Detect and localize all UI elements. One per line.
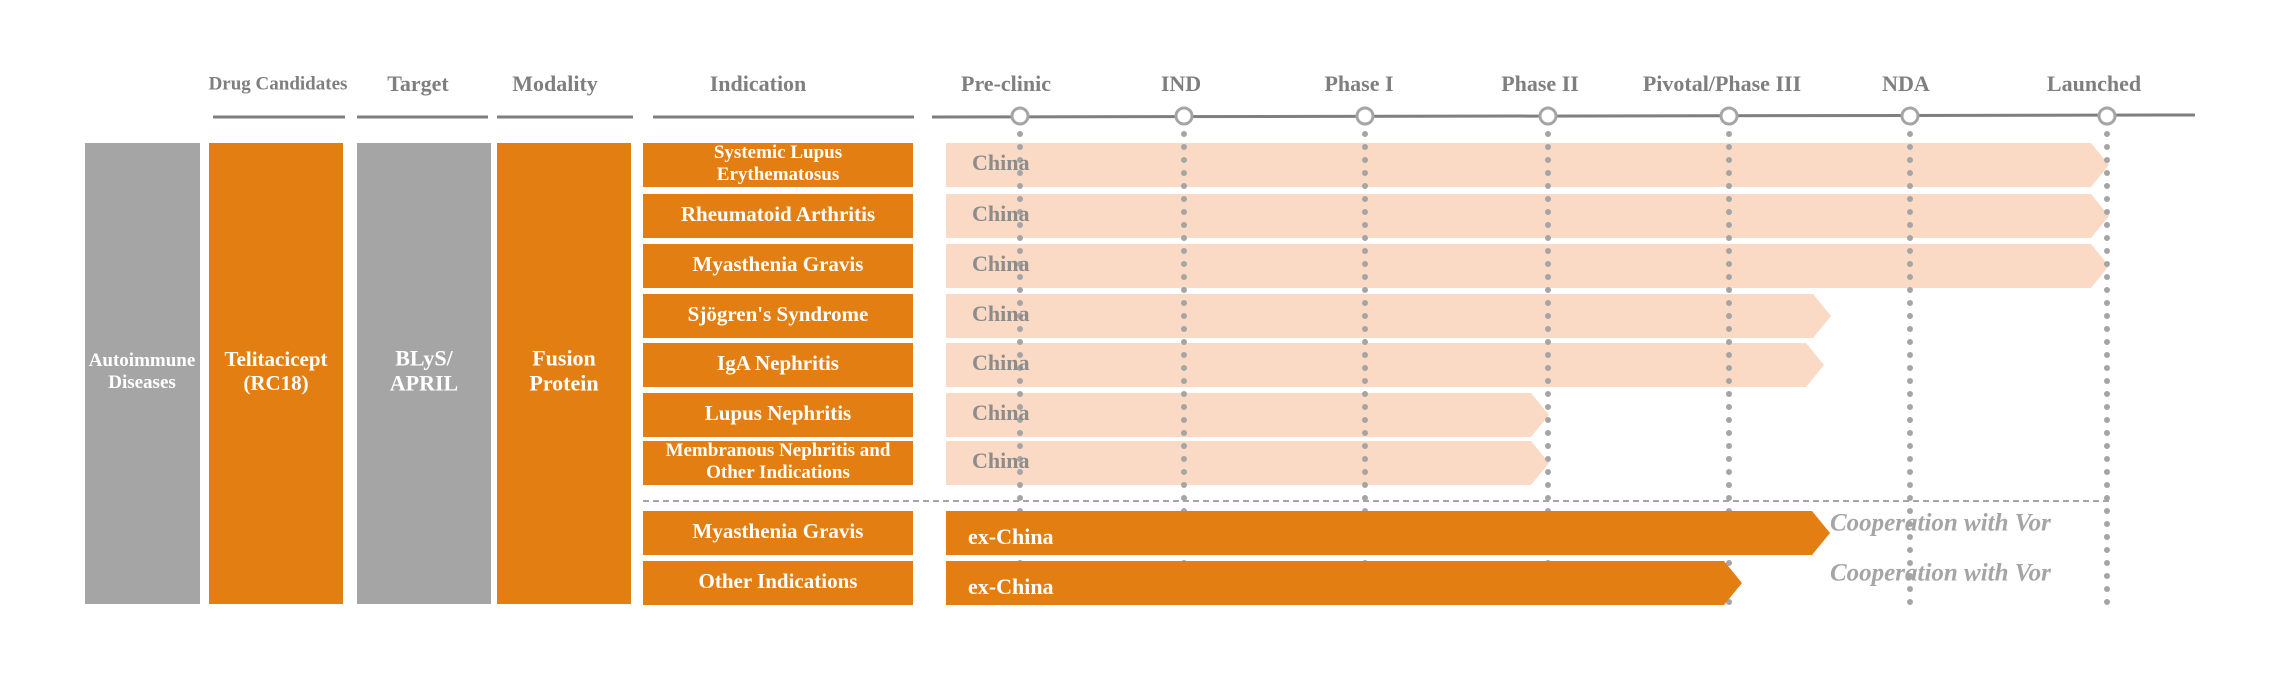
stage-label: Pre-clinic — [961, 71, 1051, 96]
region-label: China — [972, 448, 1029, 473]
underlines — [213, 113, 2196, 119]
region-label: ex-China — [968, 574, 1054, 599]
stage-node — [1900, 106, 1920, 126]
indication-box — [643, 143, 913, 187]
indication-label: Myasthenia Gravis — [693, 252, 864, 276]
progress-arrow — [946, 441, 1549, 485]
header: Indication — [710, 71, 807, 96]
stage-node — [1355, 106, 1375, 126]
stage-label: Phase I — [1324, 71, 1393, 96]
indication-box — [643, 511, 913, 555]
region-label: ex-China — [968, 524, 1054, 549]
header: Drug Candidates — [209, 73, 348, 94]
indication-box — [643, 194, 913, 238]
stage-label: Launched — [2047, 71, 2141, 96]
target-box — [357, 143, 491, 604]
stage-node — [1010, 106, 1030, 126]
indication-box — [643, 244, 913, 288]
stage-label: Phase II — [1501, 71, 1579, 96]
region-label: China — [972, 400, 1029, 425]
stage-node — [1174, 106, 1194, 126]
indication-label: Rheumatoid Arthritis — [681, 202, 875, 226]
progress-arrow — [946, 294, 1831, 338]
progress-arrow — [946, 393, 1549, 437]
stage-label: Pivotal/Phase III — [1643, 71, 1801, 96]
progress-arrow — [946, 561, 1742, 605]
area-label: Autoimmune Diseases — [89, 350, 196, 393]
header: Target — [387, 71, 449, 96]
indication-box — [643, 393, 913, 437]
region-label: China — [972, 251, 1029, 276]
area-box — [85, 143, 200, 604]
progress-arrow — [946, 194, 2109, 238]
drug-label: Telitacicept (RC18) — [224, 347, 327, 395]
stage-label: NDA — [1882, 71, 1930, 96]
region-label: China — [972, 301, 1029, 326]
header: Modality — [512, 71, 598, 96]
note: Cooperation with Vor — [1830, 510, 2051, 537]
stage-node — [2097, 106, 2117, 126]
modality-box — [497, 143, 631, 604]
progress-arrow — [946, 343, 1824, 387]
region-label: China — [972, 201, 1029, 226]
indication-box — [643, 294, 913, 338]
indication-label: Myasthenia Gravis — [693, 519, 864, 543]
modality-label: Fusion Protein — [529, 345, 598, 395]
indication-box — [643, 343, 913, 387]
indication-label: Other Indications — [699, 569, 858, 593]
drug-box — [209, 143, 343, 604]
region-label: China — [972, 150, 1029, 175]
stage-label: IND — [1161, 71, 1201, 96]
indication-label: IgA Nephritis — [717, 351, 839, 375]
note: Cooperation with Vor — [1830, 560, 2051, 587]
region-label: China — [972, 350, 1029, 375]
indication-label: Membranous Nephritis and Other Indication… — [666, 440, 891, 483]
target-label: BLyS/APRIL — [390, 345, 458, 395]
indication-box — [643, 441, 913, 485]
indication-label: Sjögren's Syndrome — [688, 302, 869, 326]
indication-label: Systemic Lupus Erythematosus — [714, 142, 842, 185]
indication-box — [643, 561, 913, 605]
indication-label: Lupus Nephritis — [705, 401, 851, 425]
progress-arrow — [946, 143, 2109, 187]
stage-node — [1538, 106, 1558, 126]
progress-arrow — [946, 511, 1830, 555]
progress-arrow — [946, 244, 2109, 288]
stage-node — [1719, 106, 1739, 126]
